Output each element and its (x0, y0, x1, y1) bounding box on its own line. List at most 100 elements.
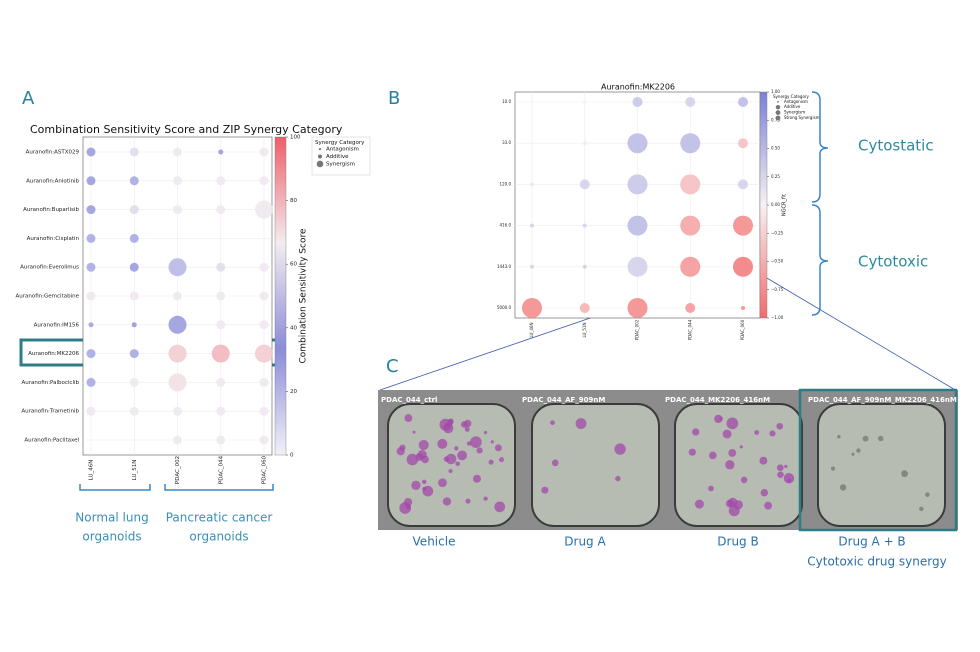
y-tick-label: Auranofin:Trametinib (21, 409, 79, 415)
organoid (925, 492, 930, 497)
colorbar-label: NGCR_fit (782, 194, 788, 216)
organoid (443, 456, 450, 462)
image-title: PDAC_044_AF_909nM_MK2206_416nM (808, 396, 957, 404)
organoid (455, 461, 461, 467)
colorbar-tick-label: 100 (290, 135, 301, 141)
organoid (490, 440, 494, 444)
bubble (129, 291, 139, 301)
bubble (88, 322, 94, 328)
legend-label: Additive (326, 154, 349, 160)
organoid (472, 474, 481, 483)
bubble (733, 215, 753, 236)
legend-label: Additive (784, 104, 801, 109)
bubble (216, 205, 226, 215)
organoid (769, 430, 776, 437)
organoid (722, 429, 732, 439)
y-tick-label: 10.0 (502, 99, 511, 104)
legend-label: Synergism (784, 110, 805, 115)
organoid (694, 499, 704, 509)
organoid (438, 478, 447, 488)
image-caption: Drug A (564, 535, 606, 549)
bubble (579, 303, 590, 313)
organoid (728, 449, 737, 457)
bubble (259, 406, 269, 416)
organoid (614, 443, 626, 455)
organoid (776, 464, 784, 472)
y-tick-label: Auranofin:Everolimus (20, 265, 79, 271)
bubble (211, 344, 230, 363)
bubble (129, 262, 139, 272)
x-tick-label: PDAC_060 (740, 319, 745, 340)
organoid (901, 470, 908, 478)
x-tick-label: LU_46N (89, 460, 95, 481)
legend-label: Strong Synergism (784, 115, 820, 120)
y-tick-label: Auranofin:Gemcitabine (15, 294, 79, 300)
organoid (877, 435, 884, 442)
legend-title: Synergy Category (315, 140, 365, 146)
organoid (404, 414, 413, 422)
bubble (627, 256, 648, 277)
x-tick-label: LU_51N (582, 322, 587, 337)
y-tick-label: 120.0 (500, 181, 512, 186)
bubble (632, 97, 643, 107)
y-tick-label: 416.0 (500, 223, 512, 228)
bubble (259, 291, 269, 301)
bubble (259, 176, 269, 186)
group-label: Normal lung (75, 511, 148, 525)
bubble (255, 344, 273, 363)
x-tick-label: LU_51N (132, 460, 138, 481)
group-label: organoids (82, 530, 141, 544)
organoid (483, 496, 488, 501)
bubble (173, 147, 182, 157)
bubble (627, 215, 648, 236)
highlight-box (798, 388, 958, 532)
organoid (739, 445, 743, 449)
organoid (551, 459, 559, 467)
organoid (786, 478, 792, 483)
organoid (457, 450, 468, 461)
bubble (86, 262, 96, 272)
image-title: PDAC_044_ctrl (381, 396, 437, 404)
organoid (550, 420, 555, 426)
organoid (541, 486, 549, 494)
bubble (216, 435, 226, 445)
bubble (530, 223, 534, 228)
colorbar (274, 136, 287, 456)
y-tick-label: Auranofin:Anlotinib (26, 178, 79, 184)
organoid (448, 468, 453, 473)
bubble (530, 182, 534, 187)
well (817, 403, 946, 527)
organoid (740, 476, 748, 484)
bubble (86, 233, 96, 243)
chart-title: Combination Sensitivity Score and ZIP Sy… (30, 123, 343, 136)
organoid (447, 419, 454, 426)
y-tick-label: Auranofin:Buparlisib (23, 207, 79, 213)
organoid (476, 447, 483, 454)
bubble (131, 322, 137, 328)
bubble (129, 377, 139, 387)
organoid (464, 426, 470, 432)
x-tick-label: PDAC_002 (175, 456, 181, 484)
organoid (406, 453, 419, 466)
organoid (764, 501, 773, 510)
bubble (86, 176, 96, 186)
bubble (86, 147, 96, 157)
y-tick-label: 5000.0 (497, 305, 511, 310)
organoid (776, 422, 784, 430)
image-note: Cytotoxic drug synergy (807, 555, 946, 569)
colorbar-tick-label: −0.75 (771, 287, 784, 292)
bubble (741, 306, 745, 310)
bubble (530, 264, 534, 269)
organoid (708, 485, 714, 492)
organoid (396, 447, 405, 456)
bubble (259, 320, 269, 330)
organoid (688, 448, 696, 456)
bubble (582, 141, 587, 146)
x-tick-label: PDAC_044 (218, 455, 224, 484)
bubble (168, 344, 187, 363)
colorbar-tick-label: −1.00 (771, 315, 784, 320)
colorbar-tick-label: −0.25 (771, 230, 784, 235)
brackets (79, 91, 829, 491)
y-tick-label: 1443.0 (497, 264, 511, 269)
organoid (445, 453, 457, 465)
